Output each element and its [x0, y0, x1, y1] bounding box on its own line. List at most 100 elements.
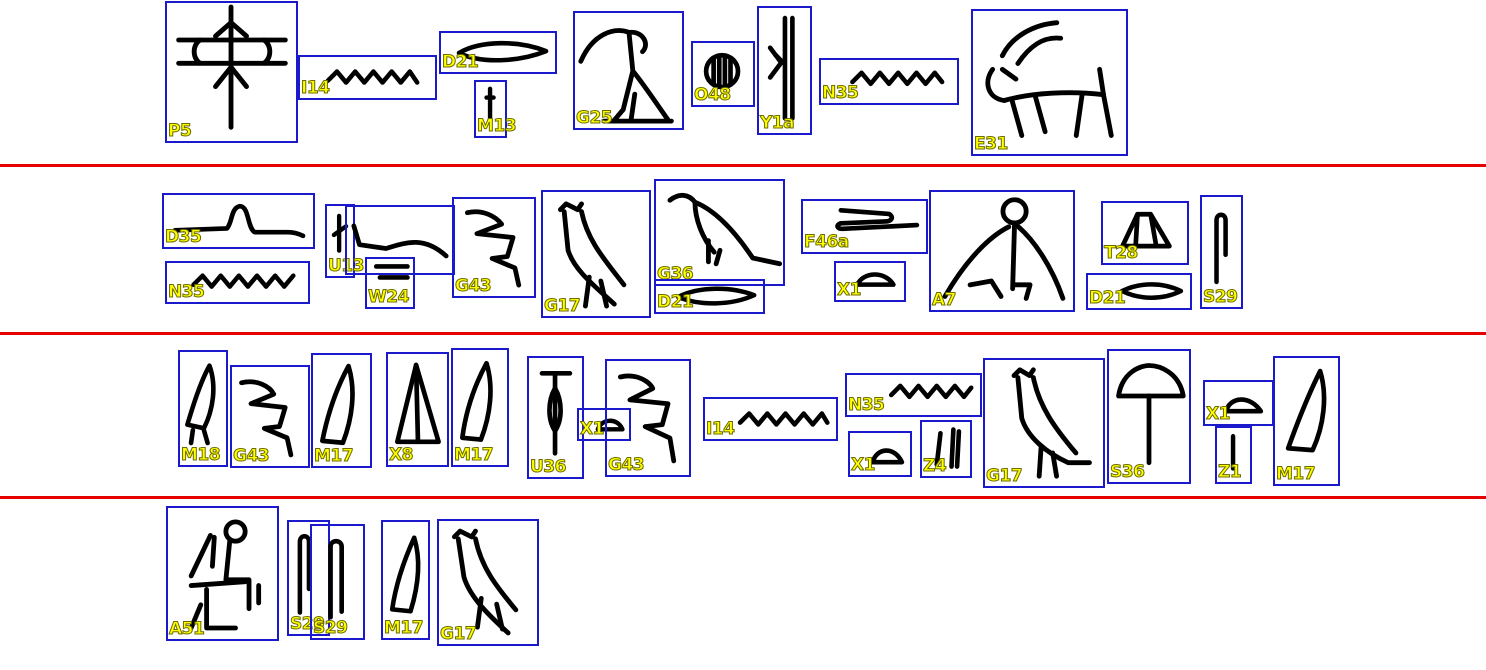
sign-box[interactable]: M17: [381, 520, 430, 640]
sign-box[interactable]: X1: [848, 431, 912, 477]
goat-glyph-icon: [985, 20, 1114, 138]
sign-box[interactable]: N35: [845, 373, 982, 417]
plough-glyph-icon: [351, 223, 449, 259]
sign-box[interactable]: I14: [703, 397, 838, 441]
sign-box[interactable]: M17: [311, 353, 372, 468]
sign-code: M17: [1275, 464, 1316, 484]
sign-box[interactable]: I14: [298, 55, 437, 100]
sign-code: S29: [289, 614, 325, 634]
negation-arms-glyph-icon: [172, 203, 306, 239]
sign-code: I14: [705, 419, 735, 439]
sign-box[interactable]: Y1a: [757, 6, 812, 135]
mouth-glyph-icon: [1119, 282, 1184, 300]
seated-tired-man-glyph-icon: [942, 197, 1066, 301]
sign-box[interactable]: D21: [654, 279, 765, 314]
sign-code: E31: [974, 134, 1009, 154]
line-separator-2: [0, 332, 1486, 335]
sign-box[interactable]: G17: [983, 358, 1105, 488]
sign-box[interactable]: G25: [573, 11, 684, 130]
sign-box[interactable]: G36: [654, 179, 785, 286]
reed-leaf-glyph-icon: [1285, 368, 1327, 453]
serpent-glyph-icon: [325, 69, 420, 85]
sign-box[interactable]: G43: [230, 365, 310, 468]
sign-code: M17: [453, 445, 494, 465]
bread-loaf-glyph-icon: [870, 448, 905, 465]
sign-box[interactable]: D21: [1086, 273, 1192, 310]
sign-code: G43: [454, 276, 492, 296]
sign-box[interactable]: F46a: [801, 199, 928, 254]
sign-code: P5: [167, 121, 192, 141]
sign-box[interactable]: O48: [691, 41, 755, 107]
dual-strokes-glyph-icon: [934, 427, 962, 469]
sign-box[interactable]: G17: [437, 519, 539, 646]
sign-box[interactable]: M13: [474, 80, 517, 138]
plough-left-glyph-icon: [331, 213, 349, 253]
sign-box[interactable]: S36: [1107, 349, 1191, 484]
sign-code: S36: [1109, 462, 1145, 482]
sign-code: G17: [543, 296, 581, 316]
sign-box[interactable]: X1: [577, 408, 631, 441]
sign-box[interactable]: A7: [929, 190, 1075, 312]
serpent-glyph-icon: [737, 411, 830, 427]
papyrus-stem-glyph-icon: [484, 86, 496, 123]
folded-cloth-glyph-icon: [328, 538, 344, 620]
conical-loaf-glyph-icon: [395, 362, 441, 445]
sign-code: G17: [439, 624, 477, 644]
sign-box[interactable]: Z4: [920, 420, 972, 478]
sign-code: F46a: [804, 232, 850, 252]
reed-leaf-glyph-icon: [320, 363, 355, 446]
sign-box[interactable]: A51: [166, 506, 279, 641]
sign-box[interactable]: N35: [165, 261, 310, 304]
sign-code: D21: [1088, 288, 1126, 308]
water-ripple-glyph-icon: [888, 383, 974, 400]
sign-box[interactable]: S29: [310, 524, 365, 640]
sign-code: X1: [1206, 404, 1231, 424]
reed-leaf-glyph-icon: [459, 360, 493, 442]
scroll-glyph-icon: [767, 15, 795, 121]
reed-leaf-glyph-icon: [389, 535, 421, 614]
crested-ibis-glyph-icon: [578, 28, 674, 124]
sign-box[interactable]: M17: [1273, 356, 1340, 486]
sign-box[interactable]: G17: [541, 190, 651, 318]
sign-code: X1: [837, 280, 862, 300]
sign-box[interactable]: D35: [162, 193, 315, 249]
sign-box[interactable]: X1: [834, 261, 906, 302]
noble-seated-glyph-icon: [188, 519, 262, 631]
sign-box[interactable]: X8: [386, 352, 449, 467]
sign-box[interactable]: G43: [452, 197, 536, 298]
quail-chick-glyph-icon: [239, 379, 294, 458]
sail-mast-glyph-icon: [176, 4, 288, 130]
sign-code: X1: [580, 419, 605, 439]
sign-box[interactable]: G43: [605, 359, 691, 477]
sign-code: S29: [312, 618, 348, 638]
line-separator-3: [0, 496, 1486, 499]
sign-code: X8: [389, 445, 414, 465]
sign-code: S29: [1202, 287, 1238, 307]
sign-code: N35: [847, 395, 885, 415]
sign-box[interactable]: M18: [178, 350, 228, 467]
sign-code: G36: [656, 264, 694, 284]
pot-glyph-icon: [373, 264, 410, 280]
sign-box[interactable]: W24: [365, 257, 415, 309]
owl-glyph-icon: [557, 201, 627, 309]
sign-code: G17: [985, 466, 1023, 486]
sign-box[interactable]: Z1: [1215, 426, 1252, 484]
sign-box[interactable]: D21: [439, 31, 557, 74]
quail-chick-glyph-icon: [617, 373, 677, 464]
bread-loaf-glyph-icon: [595, 418, 625, 432]
sign-box[interactable]: S29: [1200, 195, 1243, 309]
sign-box[interactable]: T28: [1101, 201, 1189, 265]
sign-box[interactable]: M17: [451, 348, 509, 467]
sign-code: Z1: [1217, 462, 1242, 482]
sign-code: T28: [1104, 243, 1139, 263]
sign-box[interactable]: P5: [165, 1, 298, 143]
sign-code: X1: [851, 455, 876, 475]
sign-box[interactable]: N35: [819, 58, 959, 105]
sign-code: M17: [383, 618, 424, 638]
sign-box[interactable]: E31: [971, 9, 1128, 156]
owl-glyph-icon: [1011, 367, 1092, 479]
sign-box[interactable]: X1: [1203, 380, 1274, 426]
sign-box[interactable]: U36: [527, 356, 584, 479]
mouth-glyph-icon: [675, 286, 757, 306]
sign-box[interactable]: [345, 205, 455, 275]
